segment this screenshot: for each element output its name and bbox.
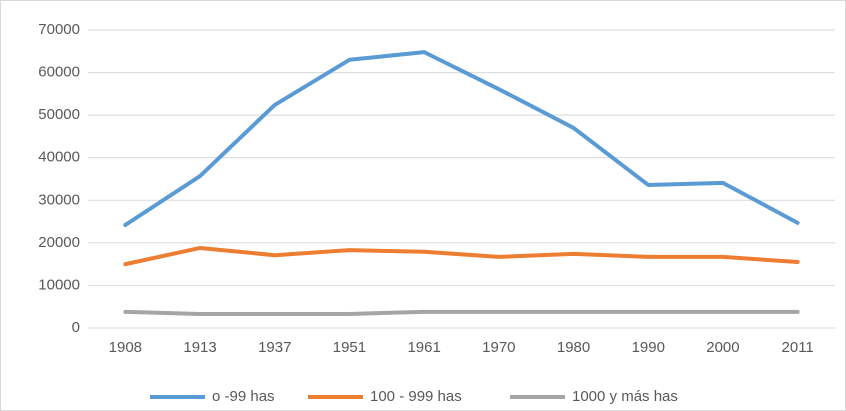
y-tick-label: 70000 bbox=[38, 21, 80, 38]
data-line bbox=[123, 50, 800, 227]
x-tick-label: 1913 bbox=[183, 339, 216, 356]
x-tick-label: 1970 bbox=[482, 339, 515, 356]
x-tick-label: 2011 bbox=[782, 339, 814, 356]
data-line bbox=[123, 309, 800, 316]
y-tick-label: 30000 bbox=[38, 191, 80, 208]
x-tick-label: 2000 bbox=[706, 339, 739, 356]
x-tick-label: 1961 bbox=[407, 339, 440, 356]
x-tick-label: 1908 bbox=[109, 339, 142, 356]
y-tick-label: 60000 bbox=[38, 64, 80, 81]
x-tick-label: 1990 bbox=[632, 339, 665, 356]
x-tick-label: 1937 bbox=[258, 339, 291, 356]
x-tick-label: 1951 bbox=[333, 339, 366, 356]
y-tick-label: 20000 bbox=[38, 234, 80, 251]
x-tick-label: 1980 bbox=[557, 339, 590, 356]
legend-label: 1000 y más has bbox=[572, 388, 678, 405]
y-tick-label: 50000 bbox=[38, 106, 80, 123]
legend-label: o -99 has bbox=[212, 388, 275, 405]
data-line bbox=[123, 245, 800, 267]
legend-label: 100 - 999 has bbox=[370, 388, 462, 405]
y-tick-label: 0 bbox=[72, 319, 80, 336]
y-tick-label: 10000 bbox=[38, 276, 80, 293]
y-tick-label: 40000 bbox=[38, 149, 80, 166]
